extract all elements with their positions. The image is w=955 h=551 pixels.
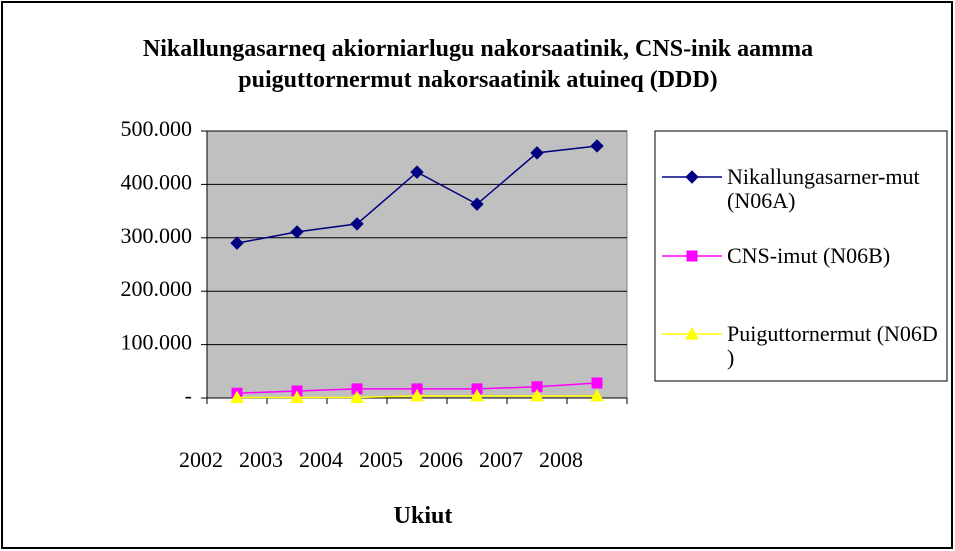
y-tick-label: 400.000 bbox=[121, 169, 193, 194]
legend-label: CNS-imut (N06B) bbox=[727, 243, 891, 268]
data-point bbox=[410, 388, 424, 402]
data-point bbox=[590, 388, 604, 402]
chart-title: Nikallungasarneq akiorniarlugu nakorsaat… bbox=[142, 36, 814, 93]
legend-marker bbox=[686, 250, 698, 262]
x-tick-label: 2003 bbox=[239, 447, 283, 472]
x-tick-label: 2008 bbox=[539, 447, 583, 472]
data-point bbox=[530, 388, 544, 402]
y-tick-label: 100.000 bbox=[121, 330, 193, 355]
data-point bbox=[530, 146, 544, 160]
data-point bbox=[470, 197, 484, 211]
data-point bbox=[410, 165, 424, 179]
y-tick-label: - bbox=[185, 383, 192, 408]
legend-marker bbox=[685, 326, 699, 340]
data-point bbox=[230, 236, 244, 250]
legend-label: Nikallungasarner-mut (N06A) bbox=[727, 164, 920, 213]
data-point bbox=[590, 139, 604, 153]
y-tick-label: 300.000 bbox=[121, 223, 193, 248]
x-tick-label: 2007 bbox=[479, 447, 523, 472]
x-tick-label: 2006 bbox=[419, 447, 463, 472]
data-point bbox=[351, 383, 363, 395]
y-tick-label: 500.000 bbox=[121, 116, 193, 141]
legend-marker bbox=[685, 170, 699, 184]
data-point bbox=[230, 390, 244, 403]
data-point bbox=[591, 377, 603, 389]
data-point bbox=[470, 388, 484, 402]
data-point bbox=[531, 381, 543, 393]
y-tick-label: 200.000 bbox=[121, 276, 193, 301]
data-point bbox=[290, 390, 304, 403]
data-point bbox=[350, 217, 364, 231]
data-point bbox=[350, 390, 364, 403]
x-axis-title: Ukiut bbox=[393, 503, 453, 529]
x-tick-label: 2004 bbox=[299, 447, 343, 472]
legend-label: Puiguttornermut (N06D ) bbox=[727, 321, 938, 370]
x-tick-label: 2005 bbox=[359, 447, 403, 472]
data-point bbox=[290, 225, 304, 239]
x-tick-label: 2002 bbox=[179, 447, 223, 472]
